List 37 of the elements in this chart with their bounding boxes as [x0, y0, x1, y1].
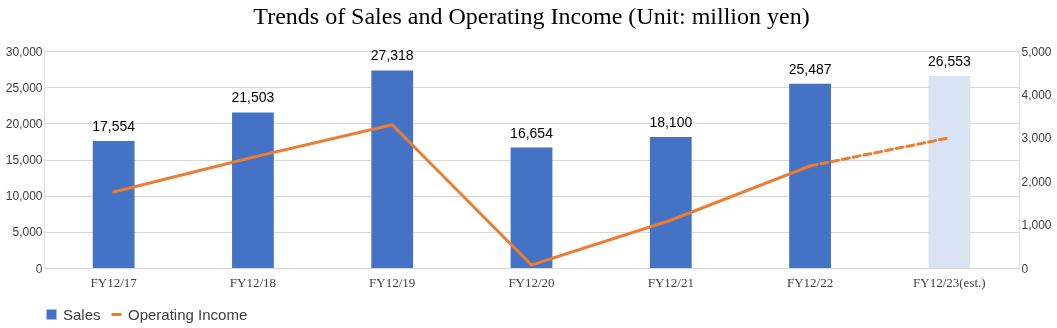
y2-tick-label: 5,000 [1021, 44, 1052, 59]
data-label: 17,554 [92, 118, 136, 135]
bar [928, 75, 971, 268]
x-tick-label: FY12/20 [508, 274, 555, 290]
data-label: 26,553 [927, 52, 971, 69]
y-tick-label: 30,000 [5, 44, 43, 59]
x-tick-label: FY12/17 [90, 274, 138, 290]
y-tick-label: 20,000 [5, 116, 43, 131]
x-tick-label: FY12/22 [786, 274, 834, 290]
x-tick-label: FY12/23(est.) [913, 274, 986, 290]
y-tick-label: 5,000 [12, 225, 43, 240]
bar [510, 147, 553, 268]
legend-label: Sales [63, 305, 101, 323]
y-tick-label: 0 [35, 261, 43, 276]
bar [371, 70, 414, 268]
y2-tick-label: 0 [1021, 261, 1029, 276]
x-tick-label: FY12/19 [369, 274, 416, 290]
y-tick-label: 15,000 [5, 153, 43, 167]
x-tick-label: FY12/18 [229, 274, 277, 290]
bar [92, 141, 135, 268]
data-label: 27,318 [370, 47, 414, 64]
y2-tick-label: 1,000 [1021, 218, 1052, 233]
legend-label: Operating Income [128, 305, 248, 323]
y-tick-label: 25,000 [5, 80, 43, 95]
data-label: 25,487 [788, 60, 832, 77]
bar [232, 112, 274, 268]
data-label: 16,654 [510, 124, 554, 141]
chart-title: Trends of Sales and Operating Income (Unit: million yen) [253, 3, 810, 29]
bar [789, 83, 831, 268]
y-tick-label: 10,000 [5, 189, 43, 204]
data-label: 21,503 [231, 89, 275, 106]
y2-tick-label: 4,000 [1021, 87, 1052, 102]
data-label: 18,100 [649, 114, 693, 131]
y2-tick-label: 2,000 [1021, 174, 1052, 189]
bar [649, 137, 692, 268]
y2-tick-label: 3,000 [1021, 131, 1052, 146]
x-tick-label: FY12/21 [647, 274, 694, 290]
